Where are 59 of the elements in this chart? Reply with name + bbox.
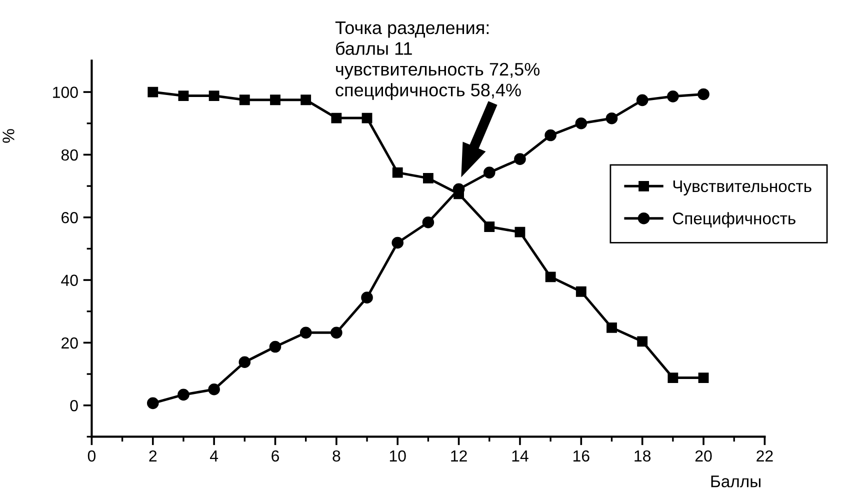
point: [361, 292, 373, 304]
y-tick-label: 60: [62, 212, 78, 224]
point: [637, 336, 648, 347]
point: [362, 112, 372, 124]
point: [606, 322, 617, 333]
point: [698, 88, 710, 100]
point: [270, 94, 280, 106]
legend-label: Чувствительность: [673, 180, 812, 196]
x-tick-label: 4: [210, 450, 218, 462]
point: [545, 272, 556, 282]
point: [392, 236, 404, 249]
point: [544, 129, 556, 142]
point: [484, 222, 495, 232]
y-tick-label: 20: [62, 337, 78, 349]
y-tick-label: 0: [70, 400, 78, 412]
point: [239, 94, 250, 106]
point: [330, 326, 342, 339]
y-axis-title: %: [2, 129, 14, 143]
x-tick-label: 18: [634, 450, 651, 462]
point: [392, 167, 403, 178]
point: [483, 166, 496, 178]
x-axis-title: Баллы: [711, 476, 760, 488]
x-tick-label: 20: [695, 450, 712, 462]
legend-label: Специфичность: [672, 212, 796, 228]
point: [300, 326, 312, 339]
y-tick-label: 80: [61, 149, 78, 161]
point: [178, 90, 189, 101]
point: [667, 90, 679, 102]
x-tick-label: 22: [756, 450, 773, 462]
point: [269, 340, 282, 353]
y-tick-label: 40: [61, 274, 78, 286]
x-tick-label: 16: [573, 450, 590, 462]
point: [606, 112, 618, 124]
point: [178, 388, 190, 401]
point: [575, 117, 588, 130]
x-tick-label: 12: [451, 450, 467, 462]
y-tick-label: 100: [53, 86, 78, 98]
point: [422, 216, 434, 228]
point: [300, 94, 312, 106]
point: [208, 90, 220, 101]
point: [422, 172, 434, 184]
point: [698, 372, 709, 383]
annotation: Точка разделения: баллы 11 чувствительность 72,5% специфичность 58,4%: [335, 22, 540, 100]
point: [636, 94, 648, 106]
point: [514, 226, 526, 238]
x-tick-label: 14: [512, 450, 528, 462]
point: [668, 372, 678, 383]
point: [576, 286, 586, 297]
x-tick-label: 2: [149, 450, 157, 462]
x-tick-label: 6: [272, 450, 279, 462]
point: [146, 397, 159, 410]
point: [148, 86, 158, 98]
x-tick-label: 0: [88, 450, 96, 462]
point: [514, 153, 526, 165]
point: [238, 356, 251, 368]
x-tick-label: 10: [390, 450, 406, 462]
point: [208, 383, 220, 396]
point: [331, 112, 342, 124]
x-tick-label: 8: [332, 450, 340, 462]
